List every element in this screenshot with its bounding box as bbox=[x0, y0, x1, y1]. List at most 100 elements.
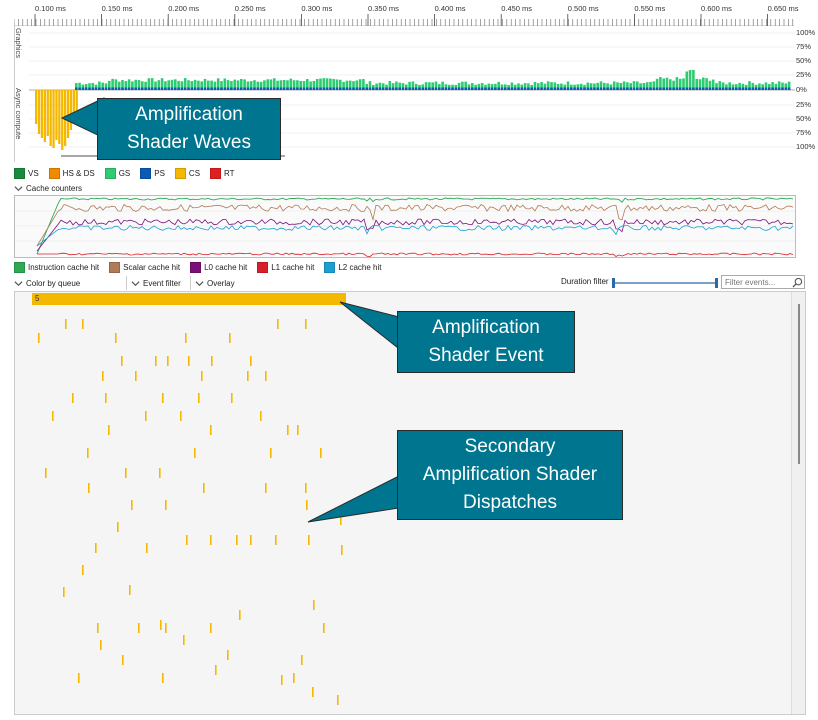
duration-min-handle[interactable] bbox=[612, 278, 615, 288]
graphics-wave-bar bbox=[296, 80, 299, 90]
legend-vs[interactable]: VS bbox=[14, 167, 39, 179]
graphics-wave-bar bbox=[114, 79, 118, 90]
graphics-wave-bar bbox=[263, 80, 266, 90]
graphics-wave-bar bbox=[678, 78, 682, 90]
graphics-wave-bar bbox=[642, 83, 646, 90]
search-icon[interactable] bbox=[792, 277, 803, 288]
dispatch-marker bbox=[210, 535, 212, 545]
secondary-amplification-shader-dispatches-callout: Secondary Amplification Shader Dispatche… bbox=[397, 430, 623, 520]
cs-wave-bar bbox=[46, 90, 49, 136]
graphics-wave-bar bbox=[487, 83, 491, 90]
dispatch-marker bbox=[236, 535, 238, 545]
graphics-wave-bar bbox=[220, 81, 223, 90]
legend-l0-cache[interactable]: L0 cache hit bbox=[190, 261, 247, 273]
event-filter-label: Event filter bbox=[143, 278, 181, 288]
dispatch-marker bbox=[305, 483, 307, 493]
duration-filter-slider[interactable] bbox=[612, 278, 718, 288]
graphics-wave-bar bbox=[190, 81, 194, 90]
legend-ps[interactable]: PS bbox=[140, 167, 165, 179]
dispatch-marker bbox=[312, 687, 314, 697]
dispatch-marker bbox=[210, 425, 212, 435]
dispatch-marker bbox=[145, 411, 147, 421]
event-callout-line-1: Amplification bbox=[432, 317, 540, 338]
graphics-wave-bar bbox=[682, 78, 685, 90]
time-ruler[interactable]: 0.100 ms 0.150 ms 0.200 ms 0.250 ms 0.300 ms… bbox=[14, 0, 798, 26]
graphics-wave-bar bbox=[230, 81, 233, 90]
legend-hs-ds[interactable]: HS & DS bbox=[48, 167, 95, 179]
dispatch-marker bbox=[201, 371, 203, 381]
amplification-shader-event-bar[interactable]: 5 bbox=[32, 293, 346, 305]
graphics-wave-bar bbox=[718, 81, 722, 90]
cache-series-line bbox=[37, 252, 794, 258]
dispatch-marker bbox=[306, 500, 308, 510]
dispatch-marker bbox=[185, 333, 187, 343]
duration-max-handle[interactable] bbox=[715, 278, 718, 288]
ruler-tick-label: 0.450 ms bbox=[501, 4, 533, 13]
dispatch-marker bbox=[275, 535, 277, 545]
cache-counters-toggle[interactable]: Cache counters bbox=[14, 182, 82, 194]
cs-wave-bar bbox=[35, 90, 38, 124]
event-callout-line-2: Shader Event bbox=[428, 345, 544, 366]
legend-rt[interactable]: RT bbox=[210, 167, 235, 179]
cs-wave-bar bbox=[69, 90, 73, 130]
dispatch-marker bbox=[63, 587, 65, 597]
graphics-wave-bar bbox=[787, 81, 791, 90]
graphics-wave-bar bbox=[276, 80, 279, 90]
graphics-wave-bar bbox=[490, 84, 494, 90]
graphics-wave-bar bbox=[131, 81, 134, 90]
graphics-wave-bar bbox=[414, 83, 418, 90]
ruler-tick-label: 0.500 ms bbox=[567, 4, 599, 13]
dispatch-marker bbox=[203, 483, 205, 493]
cache-counters-chart[interactable] bbox=[14, 195, 796, 258]
amplification-shader-event-callout: Amplification Shader Event bbox=[397, 311, 575, 373]
graphics-wave-bar bbox=[124, 81, 128, 90]
graphics-wave-bar bbox=[401, 83, 405, 90]
dispatch-marker bbox=[165, 623, 167, 633]
graphics-wave-bar bbox=[533, 81, 537, 90]
graphics-wave-bar bbox=[249, 81, 253, 90]
graphics-wave-bar bbox=[398, 82, 401, 90]
graphics-wave-bar bbox=[348, 80, 352, 90]
color-by-queue-dropdown[interactable]: Color by queue bbox=[14, 276, 127, 290]
graphics-wave-bar bbox=[141, 81, 144, 90]
legend-cs[interactable]: CS bbox=[174, 167, 200, 179]
graphics-wave-bar bbox=[88, 83, 91, 90]
dispatch-marker bbox=[270, 448, 272, 458]
dispatches-callout-line-2: Amplification Shader bbox=[422, 464, 598, 485]
graphics-wave-bar bbox=[408, 81, 411, 90]
l1-cache-swatch bbox=[257, 261, 269, 273]
filter-events-input[interactable] bbox=[721, 275, 805, 289]
legend-l1-cache[interactable]: L1 cache hit bbox=[257, 261, 314, 273]
dispatch-marker bbox=[38, 333, 40, 343]
vertical-scrollbar[interactable] bbox=[791, 292, 805, 714]
legend-gs[interactable]: GS bbox=[104, 167, 130, 179]
graphics-wave-bar bbox=[735, 84, 738, 90]
graphics-wave-bar bbox=[649, 81, 652, 90]
graphics-wave-bar bbox=[467, 84, 471, 90]
graphics-wave-bar bbox=[764, 82, 768, 90]
graphics-wave-bar bbox=[84, 84, 88, 90]
graphics-wave-bar bbox=[599, 81, 603, 90]
overlay-dropdown[interactable]: Overlay bbox=[195, 276, 241, 290]
legend-scalar-cache[interactable]: Scalar cache hit bbox=[109, 261, 180, 273]
graphics-wave-bar bbox=[471, 83, 474, 90]
occupancy-chart[interactable] bbox=[15, 26, 795, 162]
graphics-wave-bar bbox=[424, 82, 428, 90]
graphics-wave-bar bbox=[454, 84, 458, 90]
graphics-wave-bar bbox=[507, 84, 510, 90]
dispatch-marker bbox=[229, 333, 231, 343]
graphics-wave-bar bbox=[434, 81, 438, 90]
graphics-wave-bar bbox=[579, 83, 583, 90]
dispatch-marker bbox=[52, 411, 54, 421]
graphics-wave-bar bbox=[388, 81, 392, 90]
cache-series-line bbox=[36, 224, 794, 247]
ruler-ticks bbox=[14, 14, 794, 26]
scrollbar-thumb[interactable] bbox=[798, 304, 800, 464]
legend-instruction-cache[interactable]: Instruction cache hit bbox=[14, 261, 99, 273]
graphics-wave-bar bbox=[748, 81, 751, 90]
legend-l2-cache[interactable]: L2 cache hit bbox=[324, 261, 382, 273]
event-filter-dropdown[interactable]: Event filter bbox=[131, 276, 191, 290]
dispatch-marker bbox=[297, 425, 299, 435]
graphics-wave-bar bbox=[325, 78, 329, 90]
graphics-wave-bar bbox=[177, 80, 180, 90]
